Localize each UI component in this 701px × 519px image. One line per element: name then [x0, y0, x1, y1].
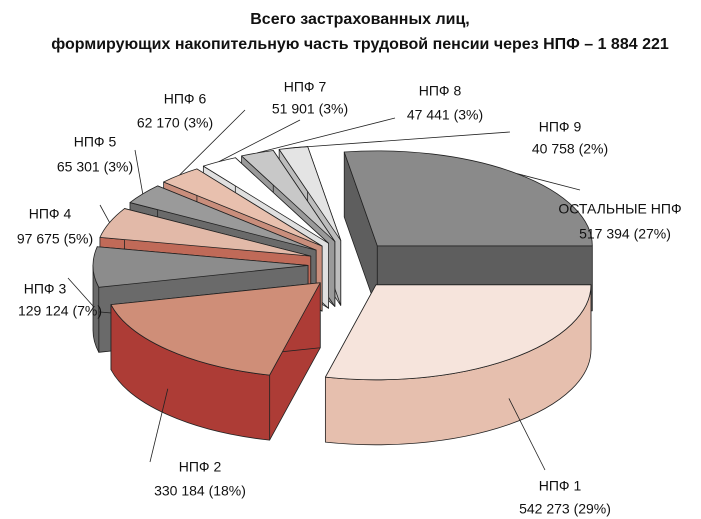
- slice: [324, 284, 592, 381]
- leader-line: [517, 173, 581, 191]
- value-label: 47 441 (3%): [407, 107, 483, 123]
- value-label: 97 675 (5%): [17, 231, 93, 247]
- slice-name: ОСТАЛЬНЫЕ НПФ: [558, 201, 681, 217]
- value-label: 129 124 (7%): [18, 303, 102, 319]
- leader-line: [99, 204, 110, 223]
- slice-name: НПФ 7: [284, 79, 327, 95]
- slice: [202, 157, 329, 244]
- slice-name: НПФ 3: [24, 281, 67, 297]
- value-label: 542 273 (29%): [519, 501, 611, 517]
- slice-name: НПФ 1: [539, 478, 582, 494]
- chart-subtitle: формирующих накопительную часть трудовой…: [51, 36, 669, 53]
- slice-name: НПФ 8: [419, 83, 462, 99]
- slice-name: НПФ 5: [74, 134, 117, 150]
- leader-line: [293, 131, 511, 149]
- value-label: 62 170 (3%): [137, 115, 213, 131]
- leader-line: [67, 277, 94, 307]
- value-label: 65 301 (3%): [57, 159, 133, 175]
- slice: [343, 150, 593, 247]
- leader-line: [179, 109, 246, 176]
- slice: [163, 168, 323, 247]
- value-label: 330 184 (18%): [154, 483, 246, 499]
- leader-line: [257, 117, 396, 154]
- slice: [92, 246, 309, 288]
- slice-name: НПФ 4: [29, 206, 72, 222]
- slice-name: НПФ 2: [179, 459, 222, 475]
- leader-line: [508, 398, 546, 471]
- value-label: 51 901 (3%): [272, 101, 348, 117]
- slice-name: НПФ 9: [539, 119, 582, 135]
- leader-line: [149, 388, 169, 463]
- slice-name: НПФ 6: [164, 91, 207, 107]
- slice: [110, 282, 321, 376]
- chart-title: Всего застрахованных лиц,: [250, 11, 469, 28]
- value-label: 517 394 (27%): [579, 226, 671, 242]
- leader-line: [218, 119, 301, 162]
- slice: [129, 185, 317, 251]
- leader-line: [134, 149, 144, 194]
- value-label: 40 758 (2%): [532, 141, 608, 157]
- slice: [241, 150, 336, 242]
